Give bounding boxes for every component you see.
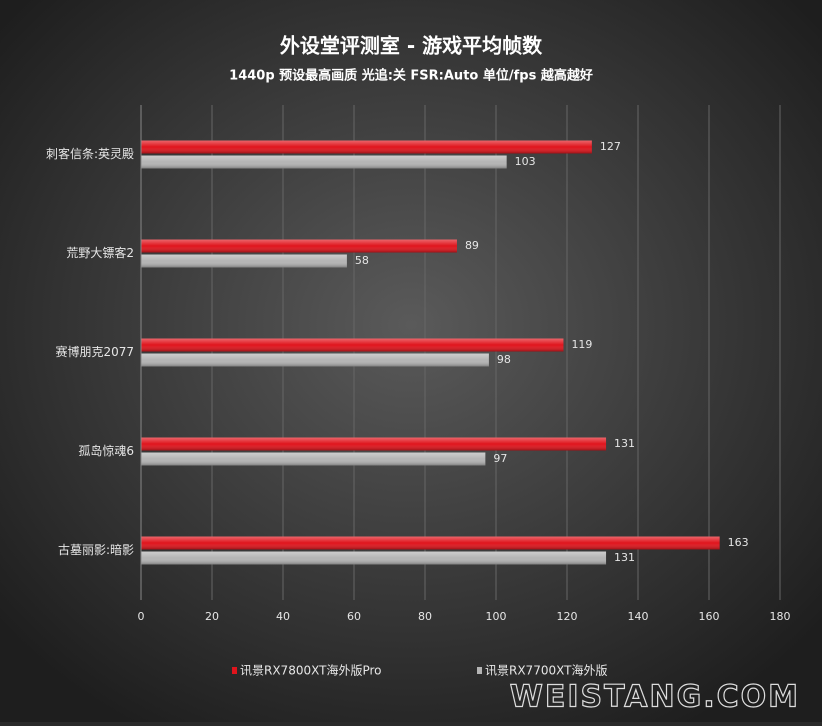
bar-shine: [141, 452, 486, 466]
data-label: 97: [493, 452, 507, 465]
data-label: 103: [515, 155, 536, 168]
bar-shine: [141, 536, 720, 550]
x-tick-label: 60: [347, 610, 361, 623]
chart-subtitle: 1440p 预设最高画质 光追:关 FSR:Auto 单位/fps 越高越好: [229, 68, 593, 84]
bar-shine: [141, 338, 564, 352]
x-tick-label: 40: [276, 610, 290, 623]
data-label: 163: [728, 536, 749, 549]
bar-shine: [141, 239, 457, 253]
data-label: 119: [571, 338, 592, 351]
y-tick-label: 荒野大镖客2: [66, 245, 134, 260]
bar-shine: [141, 140, 592, 154]
legend-label: 讯景RX7800XT海外版Pro: [240, 663, 381, 678]
y-tick-label: 赛博朋克2077: [55, 344, 134, 359]
data-label: 58: [355, 254, 369, 267]
y-tick-label: 刺客信条:英灵殿: [46, 146, 134, 161]
bar-shine: [141, 551, 607, 565]
watermark: WEISTANG.COM: [510, 680, 800, 715]
y-tick-label: 古墓丽影:暗影: [58, 542, 134, 557]
data-label: 98: [497, 353, 511, 366]
bar-shine: [141, 254, 347, 268]
y-tick-label: 孤岛惊魂6: [78, 443, 134, 458]
legend-label: 讯景RX7700XT海外版: [485, 663, 607, 678]
x-tick-label: 160: [699, 610, 720, 623]
bar-shine: [141, 353, 489, 367]
bar-shine: [141, 437, 607, 451]
data-label: 131: [614, 437, 635, 450]
x-tick-label: 0: [138, 610, 145, 623]
x-tick-label: 180: [770, 610, 791, 623]
x-tick-label: 20: [205, 610, 219, 623]
x-tick-label: 100: [486, 610, 507, 623]
data-label: 131: [614, 551, 635, 564]
x-tick-label: 80: [418, 610, 432, 623]
data-label: 89: [465, 239, 479, 252]
chart-title: 外设堂评测室 - 游戏平均帧数: [280, 34, 543, 58]
bar-shine: [141, 155, 507, 169]
x-tick-label: 140: [628, 610, 649, 623]
legend-swatch: [477, 667, 482, 674]
x-tick-label: 120: [557, 610, 578, 623]
data-label: 127: [600, 140, 621, 153]
legend-swatch: [232, 667, 237, 674]
